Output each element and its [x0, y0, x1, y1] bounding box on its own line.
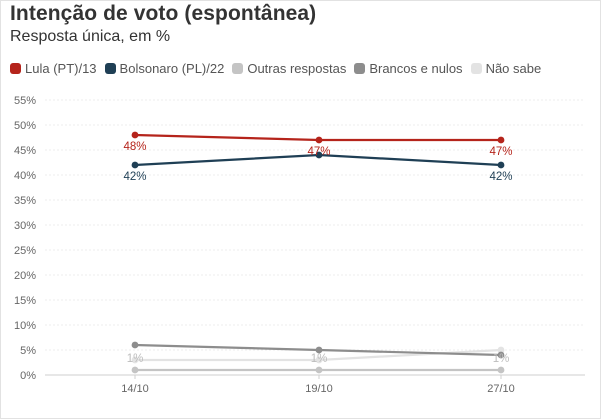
y-tick-label: 55% [14, 95, 36, 107]
data-label: 1% [493, 353, 510, 365]
legend-item: Brancos e nulos [354, 61, 463, 76]
data-point [315, 151, 323, 159]
data-point [131, 161, 139, 169]
y-tick-label: 40% [14, 170, 36, 182]
y-tick-label: 10% [14, 320, 36, 332]
data-point [131, 366, 139, 374]
data-point [131, 356, 139, 364]
data-label: 48% [123, 141, 146, 153]
x-tick-label: 19/10 [305, 383, 333, 395]
data-point [315, 356, 323, 364]
chart-subtitle: Resposta única, em % [10, 28, 171, 45]
y-tick-label: 50% [14, 120, 36, 132]
data-label: 42% [123, 171, 146, 183]
data-point [131, 131, 139, 139]
y-tick-label: 5% [20, 345, 36, 357]
data-label: 47% [307, 146, 330, 158]
legend-swatch [232, 63, 244, 74]
y-tick-label: 35% [14, 195, 36, 207]
data-point [497, 161, 505, 169]
legend-item: Outras respostas [232, 61, 346, 76]
legend-swatch [10, 63, 21, 74]
data-label: 1% [127, 353, 144, 365]
data-point [315, 366, 323, 374]
legend-item: Bolsonaro (PL)/22 [104, 61, 225, 76]
legend-item: Não sabe [470, 61, 542, 76]
y-tick-label: 20% [14, 270, 36, 282]
chart-legend: Lula (PT)/13 Bolsonaro (PL)/22 Outras resp… [10, 61, 549, 76]
y-tick-label: 15% [14, 295, 36, 307]
data-point [497, 351, 505, 359]
data-label: 1% [311, 353, 328, 365]
data-label: 42% [489, 171, 512, 183]
data-label: 47% [489, 146, 512, 158]
legend-label: Outras respostas [247, 61, 347, 76]
data-point [131, 341, 139, 349]
legend-label: Bolsonaro (PL)/22 [119, 61, 225, 76]
legend-label: Não sabe [485, 61, 542, 76]
legend-swatch [104, 63, 116, 74]
x-tick-label: 14/10 [121, 383, 149, 395]
y-tick-label: 30% [14, 220, 36, 232]
data-point [315, 136, 323, 144]
data-point [315, 346, 323, 354]
legend-label: Brancos e nulos [369, 61, 463, 76]
legend-swatch [354, 63, 366, 74]
y-tick-label: 0% [20, 370, 36, 382]
y-tick-label: 45% [14, 145, 36, 157]
x-tick-label: 27/10 [487, 383, 515, 395]
y-tick-label: 25% [14, 245, 36, 257]
data-point [497, 366, 505, 374]
chart-title: Intenção de voto (espontânea) [10, 2, 317, 25]
legend-label: Lula (PT)/13 [25, 61, 97, 76]
legend-swatch [470, 63, 482, 74]
data-point [497, 136, 505, 144]
legend-item: Lula (PT)/13 [10, 61, 97, 76]
data-point [497, 346, 505, 354]
